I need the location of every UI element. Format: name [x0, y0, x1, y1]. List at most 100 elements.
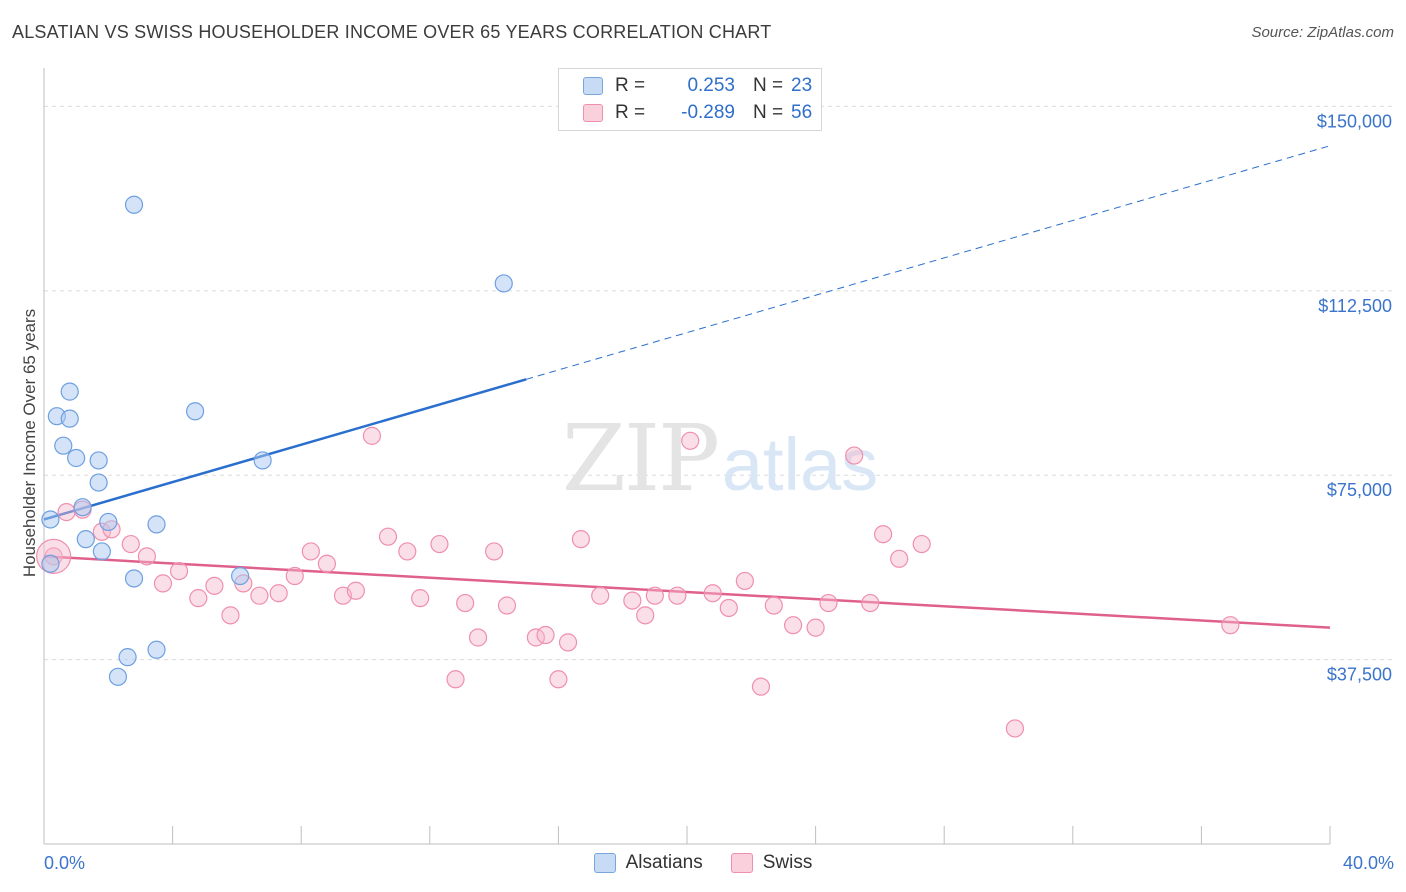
legend-n-label: N =	[753, 75, 784, 96]
alsatians-point	[41, 510, 60, 529]
swiss-point	[362, 426, 382, 445]
chart-title: ALSATIAN VS SWISS HOUSEHOLDER INCOME OVE…	[12, 22, 772, 42]
swiss-point	[497, 596, 517, 615]
alsatians-point	[147, 640, 166, 659]
swiss-point	[668, 586, 687, 605]
swiss-point	[153, 574, 173, 593]
swiss-point	[549, 670, 568, 689]
swiss-point	[636, 606, 655, 625]
swiss-point	[819, 593, 838, 613]
legend-item-alsatians[interactable]: Alsatians	[593, 852, 703, 874]
legend-row-swiss: R = -0.289 N = 56	[583, 101, 812, 125]
legend-r-label: R =	[615, 75, 646, 96]
swiss-point	[783, 616, 803, 635]
y-tick-label: $37,500	[1327, 665, 1392, 685]
swiss-point	[735, 571, 754, 591]
legend-n-label: N =	[753, 102, 784, 123]
alsatians-point	[89, 451, 108, 470]
swiss-point	[751, 677, 771, 696]
alsatians-point	[89, 473, 108, 492]
legend-r-label: R =	[615, 102, 646, 123]
alsatians-point	[73, 498, 92, 517]
swiss-point	[205, 576, 224, 595]
watermark: ZIP atlas	[562, 405, 878, 512]
x-tick-label-max: 40.0%	[1343, 853, 1394, 873]
swiss-point	[558, 633, 578, 652]
alsatians-point	[60, 409, 79, 428]
data-points	[36, 195, 1240, 738]
alsatians-point	[76, 530, 95, 549]
alsatians-point	[41, 554, 60, 573]
trend-lines	[43, 145, 1331, 629]
swiss-point	[571, 530, 591, 549]
swiss-point	[806, 618, 825, 637]
alsatians-trend-extension	[526, 145, 1331, 380]
alsatians-point	[54, 436, 73, 455]
legend-r-value: -0.289	[681, 102, 735, 123]
swiss-point	[623, 591, 642, 610]
swiss-point	[719, 598, 738, 618]
swiss-point	[703, 584, 722, 603]
swiss-point	[121, 534, 140, 554]
swiss-point	[411, 589, 430, 608]
y-tick-label: $75,000	[1327, 480, 1392, 500]
legend-r-value: 0.253	[687, 75, 735, 96]
alsatians-point	[108, 667, 128, 686]
swiss-point	[912, 534, 931, 554]
swiss-point	[536, 625, 555, 645]
legend-swatch-swiss	[730, 853, 753, 873]
swiss-point	[681, 431, 700, 450]
swiss-point	[317, 554, 337, 573]
swiss-point	[221, 606, 240, 625]
swiss-point	[764, 596, 783, 615]
swiss-point	[591, 586, 610, 605]
swiss-point	[301, 542, 320, 561]
swiss-point	[456, 593, 475, 613]
alsatians-point	[99, 512, 118, 532]
legend-label-swiss: Swiss	[762, 852, 813, 873]
swiss-point	[57, 502, 76, 522]
alsatians-point	[231, 566, 250, 586]
swiss-point	[468, 628, 488, 647]
legend-item-swiss[interactable]: Swiss	[730, 852, 813, 874]
swiss-point	[137, 547, 156, 566]
alsatians-point	[147, 515, 166, 534]
legend-swatch-alsatians	[593, 853, 616, 873]
watermark-zip: ZIP	[562, 405, 718, 512]
swiss-point	[1005, 719, 1025, 738]
alsatians-point	[92, 542, 111, 561]
legend-n-value: 23	[791, 75, 813, 96]
swiss-point	[845, 446, 864, 465]
stats-legend: R = 0.253 N = 23 R = -0.289 N = 56	[558, 68, 822, 131]
y-tick-label: $150,000	[1317, 111, 1392, 131]
swiss-point	[446, 670, 465, 689]
alsatians-point	[494, 274, 513, 293]
alsatians-point	[124, 195, 144, 214]
legend-swatch-alsatians	[583, 77, 603, 95]
legend-row-alsatians: R = 0.253 N = 23	[583, 74, 812, 98]
swiss-point	[645, 586, 664, 605]
legend-swatch-swiss	[583, 104, 603, 122]
swiss-trend-line	[43, 555, 1331, 629]
alsatians-point	[118, 648, 137, 667]
swiss-point	[269, 584, 288, 603]
swiss-point	[874, 525, 893, 544]
alsatians-point	[124, 569, 144, 588]
swiss-point	[398, 542, 417, 561]
alsatians-point	[253, 451, 272, 470]
swiss-point	[890, 549, 909, 568]
swiss-point	[189, 589, 208, 608]
axes	[43, 68, 1331, 845]
swiss-point	[250, 586, 269, 605]
series-legend: Alsatians Swiss	[0, 852, 1406, 874]
alsatians-trend-line	[43, 378, 527, 521]
swiss-point	[430, 534, 449, 554]
swiss-point	[169, 561, 189, 581]
alsatians-point	[60, 382, 79, 401]
swiss-point	[861, 593, 880, 613]
source-label: Source: ZipAtlas.com	[1251, 24, 1394, 41]
swiss-point	[378, 527, 398, 546]
swiss-point	[485, 542, 504, 561]
legend-label-alsatians: Alsatians	[625, 852, 703, 873]
